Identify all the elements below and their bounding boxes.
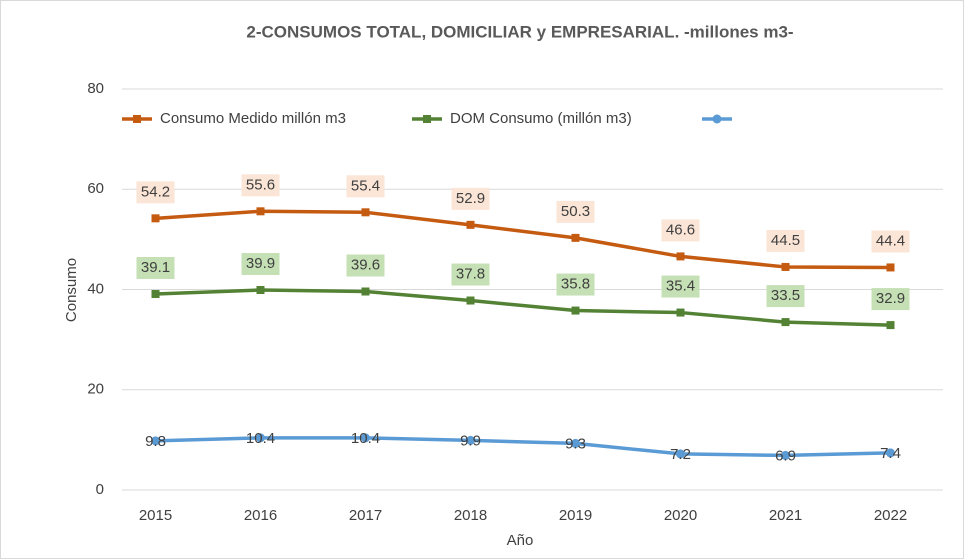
data-label: 9.9 — [460, 432, 481, 449]
data-point — [781, 262, 790, 271]
data-label: 39.9 — [246, 255, 275, 272]
chart-title: 2-CONSUMOS TOTAL, DOMICILIAR y EMPRESARI… — [246, 22, 793, 41]
data-label: 35.4 — [666, 278, 695, 295]
data-point — [781, 318, 790, 327]
data-point — [256, 433, 265, 443]
x-tick-label: 2020 — [664, 507, 697, 524]
data-label: 52.9 — [456, 190, 485, 207]
y-tick-label: 80 — [87, 80, 104, 97]
data-point — [466, 435, 475, 445]
data-point — [571, 233, 580, 242]
data-label-bg — [241, 253, 280, 276]
data-label: 7.2 — [670, 446, 691, 463]
data-point — [256, 207, 265, 216]
data-label-bg — [136, 257, 175, 280]
data-label: 35.8 — [561, 276, 590, 293]
data-point — [151, 290, 160, 299]
x-axis-label: Año — [507, 532, 534, 549]
data-label: 50.3 — [561, 203, 590, 220]
data-label-bg — [241, 174, 280, 197]
data-point — [676, 449, 685, 459]
data-label: 54.2 — [141, 183, 170, 200]
y-tick-label: 40 — [87, 280, 104, 297]
data-label: 7.4 — [880, 445, 901, 462]
data-point — [151, 214, 160, 223]
data-label-bg — [766, 229, 805, 252]
series-line — [155, 288, 891, 327]
legend-label: DOM Consumo (millón m3) — [450, 110, 632, 127]
data-label: 46.6 — [666, 221, 695, 238]
x-tick-label: 2017 — [349, 507, 382, 524]
legend-label: Consumo Medido millón m3 — [160, 110, 346, 127]
data-point — [256, 286, 265, 295]
data-point — [886, 448, 895, 458]
data-label-bg — [346, 175, 385, 198]
data-point — [571, 306, 580, 315]
data-point — [466, 220, 475, 229]
data-label-bg — [766, 285, 805, 308]
data-point — [466, 296, 475, 305]
y-tick-label: 0 — [96, 481, 104, 498]
data-point — [361, 433, 370, 443]
data-label-bg — [661, 275, 700, 298]
data-label-bg — [451, 187, 490, 210]
data-label-bg — [136, 181, 175, 204]
data-label: 55.6 — [246, 176, 275, 193]
data-label-bg — [556, 200, 595, 223]
data-label: 33.5 — [771, 287, 800, 304]
x-tick-label: 2016 — [244, 507, 277, 524]
y-tick-label: 20 — [87, 381, 104, 398]
data-label-bg — [871, 288, 910, 311]
data-point — [151, 436, 160, 446]
data-label: 44.5 — [771, 232, 800, 249]
y-tick-label: 60 — [87, 180, 104, 197]
data-label: 44.4 — [876, 232, 905, 249]
data-point — [886, 263, 895, 272]
legend-marker — [423, 115, 431, 123]
data-point — [781, 450, 790, 460]
data-point — [571, 438, 580, 448]
legend-marker — [133, 115, 141, 123]
data-label-bg — [346, 254, 385, 277]
x-tick-label: 2022 — [874, 507, 907, 524]
series-line — [155, 209, 891, 270]
legend-marker — [712, 114, 722, 124]
data-point — [361, 287, 370, 296]
y-axis-label: Consumo — [63, 258, 80, 322]
x-tick-label: 2018 — [454, 507, 487, 524]
x-tick-label: 2019 — [559, 507, 592, 524]
data-label-bg — [556, 273, 595, 296]
data-label: 9.8 — [145, 433, 166, 450]
data-label: 39.6 — [351, 256, 380, 273]
data-label: 55.4 — [351, 177, 380, 194]
data-label: 39.1 — [141, 259, 170, 276]
data-label-bg — [871, 230, 910, 253]
x-tick-label: 2021 — [769, 507, 802, 524]
data-label: 37.8 — [456, 265, 485, 282]
data-point — [676, 252, 685, 261]
data-label: 32.9 — [876, 290, 905, 307]
data-label: 9.3 — [565, 435, 586, 452]
data-label-bg — [661, 219, 700, 242]
data-label: 6.9 — [775, 447, 796, 464]
data-point — [676, 308, 685, 317]
data-label: 10.4 — [351, 430, 380, 447]
data-point — [886, 321, 895, 330]
data-label-bg — [451, 263, 490, 286]
x-tick-label: 2015 — [139, 507, 172, 524]
data-point — [361, 208, 370, 217]
series-line — [155, 436, 891, 458]
data-label: 10.4 — [246, 430, 275, 447]
